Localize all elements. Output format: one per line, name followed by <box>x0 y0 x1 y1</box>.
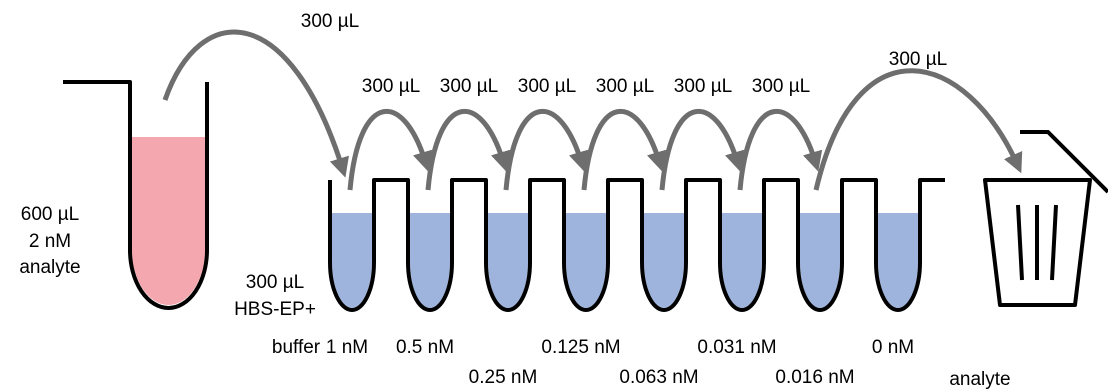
well-concentration: 0 nM <box>872 337 914 358</box>
transfer-volume: 300 µL <box>301 11 360 32</box>
tube-fill <box>132 137 205 305</box>
well-fill <box>410 213 450 308</box>
well-concentration: 0.125 nM <box>541 337 620 358</box>
well-concentration: 1 nM <box>326 337 368 358</box>
waste-bin <box>985 132 1108 305</box>
tube-concentration: 2 nM <box>29 231 71 252</box>
transfer-volume: 300 µL <box>889 49 948 70</box>
buffer-name: HBS-EP+ <box>234 299 316 320</box>
tube-contents: analyte <box>19 257 80 278</box>
well-fill <box>878 213 918 308</box>
transfer-volume: 300 µL <box>596 76 655 97</box>
transfer-volume: 300 µL <box>674 76 733 97</box>
tube-volume: 600 µL <box>21 204 80 225</box>
well-fill <box>332 213 372 308</box>
well-concentration: 0.016 nM <box>775 367 854 388</box>
well-concentration: 0.25 nM <box>469 367 538 388</box>
well-fill <box>488 213 528 308</box>
transfer-arrow <box>816 71 1018 190</box>
well-fill <box>566 213 606 308</box>
buffer-label: buffer <box>272 337 321 358</box>
dilution-diagram: 600 µL 2 nM analyte 300 µL HBS-EP+ buffe… <box>0 0 1108 389</box>
transfer-volume: 300 µL <box>752 76 811 97</box>
transfer-volume: 300 µL <box>362 76 421 97</box>
waste-label: analyte <box>949 369 1010 389</box>
well-concentration: 0.5 nM <box>396 337 454 358</box>
well-fill <box>722 213 762 308</box>
well-concentration: 0.063 nM <box>619 367 698 388</box>
well-fill <box>800 213 840 308</box>
well-concentration: 0.031 nM <box>697 337 776 358</box>
transfer-volume: 300 µL <box>440 76 499 97</box>
transfer-volume: 300 µL <box>518 76 577 97</box>
well-fill <box>644 213 684 308</box>
buffer-volume: 300 µL <box>246 272 305 293</box>
